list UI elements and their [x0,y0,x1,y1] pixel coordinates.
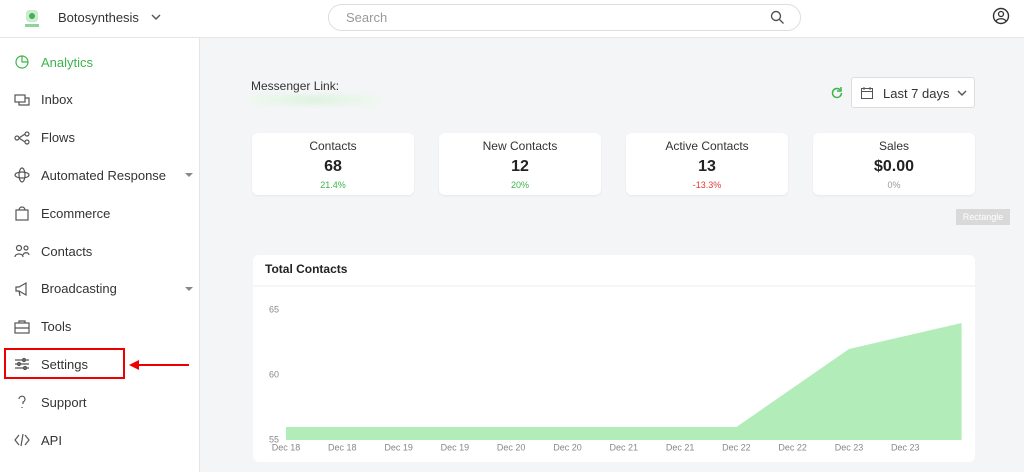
nav-icon [15,281,27,296]
top-bar: Botosynthesis Search [0,0,1024,38]
refresh-icon[interactable] [830,86,844,100]
x-tick-label: Dec 18 [328,442,357,452]
nav-icon [14,130,30,145]
x-tick-label: Dec 19 [441,442,470,452]
stat-label: Active Contacts [665,139,749,153]
nav-item[interactable]: API [0,425,200,455]
nav-label: Support [41,394,87,410]
x-tick-label: Dec 19 [384,442,413,452]
x-tick-label: Dec 23 [891,442,920,452]
sidebar: Analytics Inbox Flows Automated Response Eco… [0,38,200,472]
nav-icon [15,358,29,371]
area [286,323,962,440]
nav-item[interactable]: Contacts [0,236,200,266]
x-tick-label: Dec 23 [835,442,864,452]
nav-icon [15,206,29,221]
search-placeholder: Search [346,10,388,25]
date-range: Last 7 days [883,86,950,101]
nav-label: Broadcasting [41,281,117,297]
arrow [129,360,189,370]
x-tick-label: Dec 22 [778,442,807,452]
nav-label: Automated Response [41,167,167,183]
stat-card: New Contacts 12 20% [439,133,601,195]
highlight-box [4,348,125,380]
stat-card: Contacts 68 21.4% [252,133,414,195]
nav-icon [14,319,30,334]
nav-label: Ecommerce [41,205,111,221]
calendar-icon [861,87,873,99]
y-tick-label: 65 [269,304,279,314]
nav-item[interactable]: Inbox [0,85,200,115]
stat-change: 20% [510,180,529,190]
nav-label: Inbox [41,92,73,108]
stat-card: Sales $0.00 0% [813,133,975,195]
chart-title: Total Contacts [265,262,348,276]
caret [151,14,161,20]
nav-label: Tools [41,319,72,335]
stat-value: 68 [324,158,342,175]
stat-value: $0.00 [873,158,915,175]
nav-icon [14,433,30,447]
nav-item[interactable]: Automated Response [0,160,200,190]
stat-change: -13.3% [692,180,722,190]
x-tick-label: Dec 20 [497,442,526,452]
chart: Total Contacts 55 60 65 Dec 18 Dec 18 Dec 19 D… [253,255,975,462]
brand[interactable]: Botosynthesis [58,10,139,25]
y-tick-label: 60 [269,369,279,379]
nav-item[interactable]: Analytics [0,47,200,77]
nav-item[interactable]: Tools [0,312,200,342]
x-tick-label: Dec 21 [610,442,639,452]
blurred-link [250,95,380,105]
stat-label: New Contacts [482,139,558,153]
stat-label: Sales [878,139,910,153]
nav-label: Analytics [41,54,94,70]
nav-label: API [41,432,62,448]
nav-item[interactable]: Broadcasting [0,274,200,304]
search-icon [770,10,784,24]
nav-icon [18,395,26,409]
search-box[interactable]: Search [328,4,801,31]
x-tick-label: Dec 21 [666,442,695,452]
stat-change: 21.4% [320,180,346,190]
nav-label: Settings [41,356,88,372]
nav-item[interactable]: Support [0,387,200,417]
y-tick-label: 55 [269,434,279,444]
nav-icon [14,167,30,183]
logo [25,10,39,27]
submenu-caret [185,173,193,181]
nav-icon [15,55,29,69]
nav-icon [14,244,30,258]
caret [957,90,967,96]
stat-card: Active Contacts 13 -13.3% [626,133,788,195]
submenu-caret [185,286,193,295]
stat-value: 13 [698,158,716,175]
nav-label: Flows [41,130,75,146]
stat-value: 12 [511,158,529,175]
x-tick-label: Dec 22 [722,442,751,452]
x-tick-label: Dec 20 [553,442,582,452]
account-icon[interactable] [992,7,1010,25]
stat-label: Contacts [309,139,357,153]
date-range-select[interactable]: Last 7 days [851,77,975,108]
stat-change: 0% [887,180,901,190]
nav-icon [14,94,30,106]
x-tick-label: Dec 18 [272,442,301,452]
rectangle-placeholder: Rectangle [956,209,1010,225]
messenger-label: Messenger Link: [251,79,340,93]
nav-label: Contacts [41,243,93,259]
nav-item[interactable]: Settings [0,348,200,380]
nav-item[interactable]: Flows [0,123,200,153]
nav-item[interactable]: Ecommerce [0,198,200,228]
